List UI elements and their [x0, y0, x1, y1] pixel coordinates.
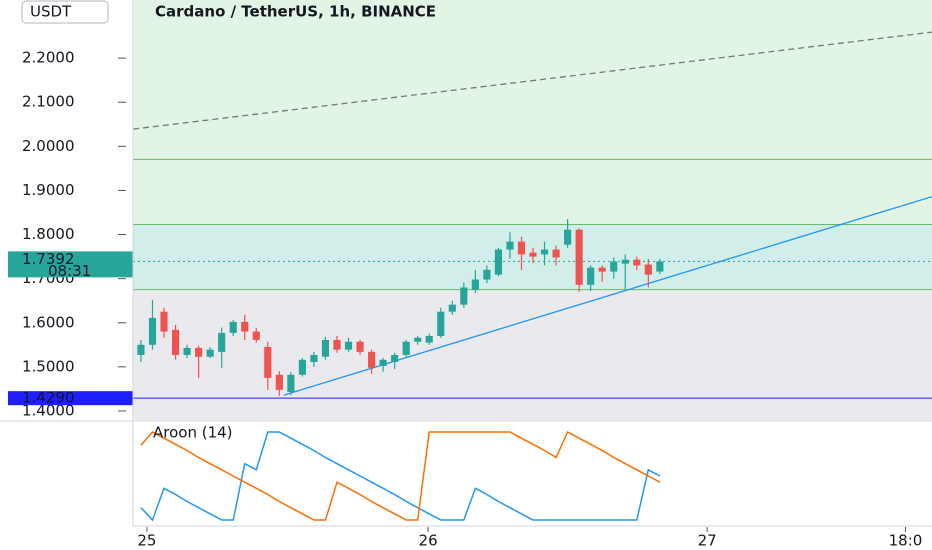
candle-body	[287, 374, 295, 392]
candle-body	[333, 339, 341, 350]
x-tick-label: 27	[698, 532, 717, 550]
candle-body	[160, 311, 168, 332]
candle-body	[379, 359, 387, 366]
indicator-title: Aroon (14)	[153, 424, 233, 442]
indicator-line	[140, 431, 661, 522]
candle-body	[529, 252, 537, 257]
indicator-line	[140, 430, 661, 521]
price-line-box	[8, 391, 133, 406]
candle-body	[483, 269, 491, 280]
candle-body	[460, 287, 468, 305]
candle-body	[391, 354, 399, 363]
candle-body	[218, 332, 226, 352]
candle-body	[575, 229, 583, 285]
candle-body	[564, 229, 572, 245]
candle-body	[414, 337, 422, 342]
candle-body	[656, 261, 664, 272]
candle-body	[171, 329, 180, 355]
y-tick-label: 1.4000	[22, 401, 75, 419]
candle-body	[587, 267, 595, 285]
candle-body	[183, 347, 191, 355]
candle-body	[298, 359, 306, 375]
candle-body	[552, 249, 560, 258]
countdown-label: 08:31	[48, 262, 91, 280]
x-tick-label: 26	[419, 532, 438, 550]
candle-body	[137, 344, 145, 355]
background	[133, 0, 932, 420]
candle-body	[229, 321, 237, 333]
candle-body	[344, 341, 353, 350]
candle-body	[356, 341, 364, 352]
unit-box	[21, 0, 109, 24]
candle-body	[633, 259, 641, 266]
trendline	[132, 31, 932, 130]
y-tick-label: 1.6000	[22, 313, 75, 331]
y-tick-label: 1.5000	[22, 357, 75, 375]
candle-body	[471, 279, 479, 290]
plot	[0, 31, 932, 522]
zone	[133, 289, 932, 420]
y-tick-label: 1.9000	[22, 181, 75, 199]
x-tick-label: 18:0	[889, 532, 923, 550]
price-axis-bg	[0, 24, 133, 420]
chart-title: Cardano / TetherUS, 1h, BINANCE	[155, 3, 436, 21]
unit-label: USDT	[30, 3, 72, 21]
candle-body	[540, 249, 549, 255]
candle-body	[506, 241, 514, 250]
candle-body	[621, 259, 629, 264]
candle-body	[264, 347, 272, 378]
candle-body	[494, 249, 502, 275]
last-price-box	[8, 251, 133, 278]
candle-body	[321, 339, 330, 357]
candle-body	[241, 321, 249, 332]
candle-body	[402, 341, 410, 355]
candle-body	[517, 241, 526, 255]
last-price-label: 1.7392	[22, 250, 75, 268]
y-tick-label: 2.2000	[22, 49, 75, 67]
y-tick-label: 2.1000	[22, 93, 75, 111]
y-tick-label: 1.8000	[22, 225, 75, 243]
candle-body	[644, 264, 652, 275]
candle-body	[310, 354, 318, 363]
candle-body	[195, 347, 203, 357]
candle-body	[206, 349, 214, 357]
y-tick-label: 2.0000	[22, 137, 75, 155]
zone	[133, 0, 932, 225]
candle-body	[275, 374, 283, 390]
candle-body	[252, 331, 260, 340]
candle-body	[148, 317, 157, 345]
candle-body	[598, 267, 606, 272]
candle-body	[448, 304, 456, 312]
candle-body	[425, 335, 433, 343]
price-line-label: 1.4290	[22, 389, 75, 407]
candle-body	[610, 261, 618, 272]
candle-body	[437, 311, 445, 336]
candle-body	[368, 351, 376, 368]
x-tick-label: 25	[137, 532, 156, 550]
